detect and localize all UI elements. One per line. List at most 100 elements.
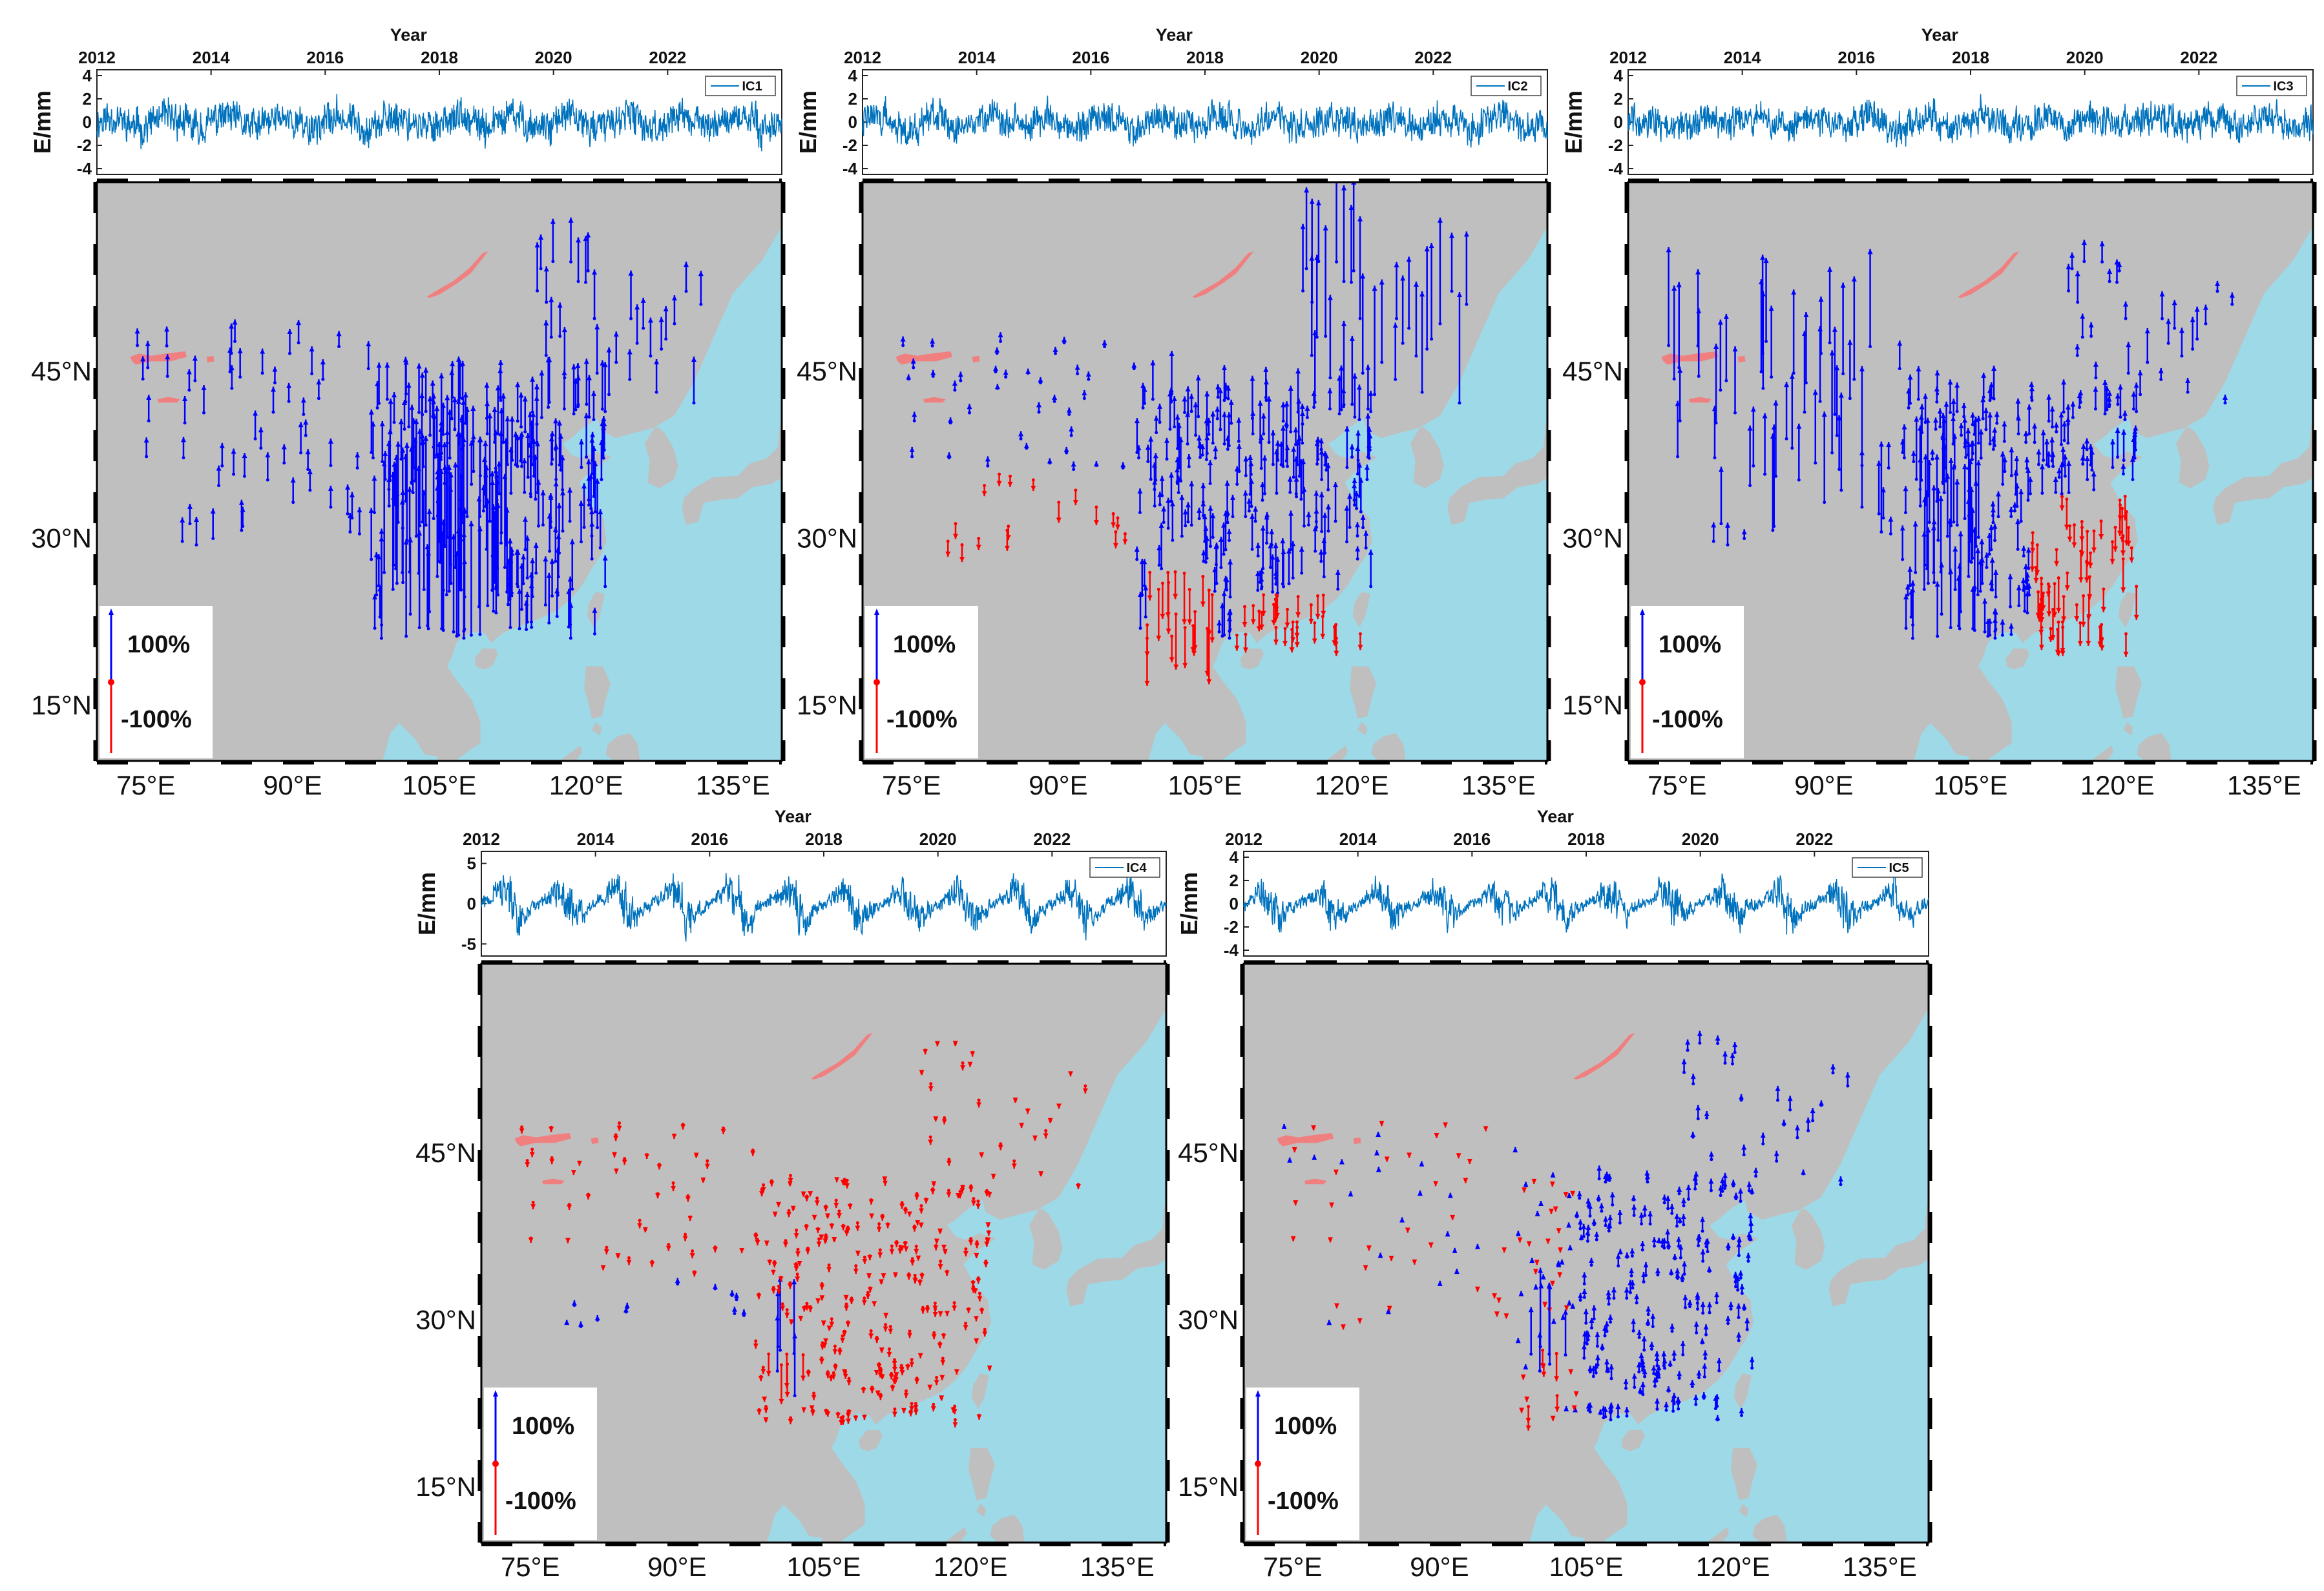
vector-positive (1262, 455, 1268, 495)
vector-positive (613, 331, 619, 364)
vector-positive (192, 355, 198, 382)
vector-positive (1137, 488, 1143, 514)
vector-positive (1916, 366, 1921, 401)
ts-ytick-label: -2 (1224, 917, 1239, 937)
vector-negative (1556, 1228, 1562, 1234)
vector-negative (795, 1273, 801, 1282)
vector-positive (1737, 1236, 1743, 1244)
vector-negative (879, 1374, 885, 1380)
vector-negative (985, 1222, 991, 1228)
vector-negative (1250, 604, 1256, 625)
vector-positive (1284, 421, 1290, 463)
vector-positive (1738, 1270, 1744, 1280)
vector-positive (1518, 1291, 1524, 1296)
station-vectors (1281, 1030, 1850, 1431)
ts-xtick-label: 2018 (1567, 829, 1605, 849)
vector-positive (497, 368, 503, 399)
vector-negative (861, 1386, 866, 1393)
vector-negative (941, 1116, 947, 1125)
vector-negative (1333, 623, 1339, 647)
vector-positive (1952, 546, 1958, 592)
vector-negative (2123, 632, 2129, 657)
vector-positive (571, 364, 577, 416)
vector-negative (1357, 1318, 1363, 1324)
vector-positive (1385, 1309, 1391, 1315)
ts-ytick-label: -4 (1224, 941, 1239, 960)
vector-negative (1284, 607, 1290, 628)
vector-negative (649, 1260, 655, 1267)
ts-ytick-label: 4 (1230, 847, 1239, 867)
vector-positive (1617, 1249, 1623, 1255)
vector-negative (824, 1213, 830, 1219)
panel-svg-ic1: 2012 2014 2016 2018 2020 2022Year420-2-4E/mmI… (29, 25, 786, 800)
vector-positive (281, 444, 287, 465)
vector-positive (1642, 1205, 1648, 1218)
vector-negative (906, 1211, 912, 1217)
vector-negative (960, 1184, 966, 1191)
time-series-ic3: 2012 2014 2016 2018 2020 2022Year420-2-4E/mmI… (1560, 25, 2314, 178)
vector-negative (931, 1181, 937, 1187)
vector-negative (823, 1233, 829, 1242)
vector-positive (1226, 412, 1232, 448)
vector-positive (1598, 1203, 1604, 1213)
vector-positive (1333, 482, 1339, 523)
vector-positive (1607, 1407, 1613, 1422)
vector-positive (434, 406, 440, 457)
scale-label-negative: -100% (886, 706, 958, 733)
vector-positive (1651, 1365, 1657, 1375)
vector-positive (1969, 486, 1974, 564)
ts-xtick-label: 2012 (463, 829, 500, 849)
map-frame (93, 178, 786, 765)
vector-positive (1818, 1100, 1824, 1107)
vector-positive (1984, 552, 1989, 570)
vector-positive (1312, 526, 1318, 553)
vector-negative (1122, 532, 1128, 545)
vector-positive (1655, 1268, 1660, 1276)
ts-xtick-label: 2014 (577, 829, 614, 849)
vector-positive (368, 508, 374, 561)
vector-positive (164, 326, 170, 348)
vector-negative (680, 1123, 686, 1130)
vector-positive (2190, 317, 2195, 351)
vector-negative (845, 1320, 851, 1327)
vector-negative (1463, 1178, 1469, 1183)
vector-positive (1394, 262, 1399, 320)
ts-legend-label: IC1 (742, 79, 762, 94)
vector-negative (910, 1257, 916, 1266)
vector-positive (2036, 449, 2042, 466)
vector-negative (881, 1273, 886, 1279)
island (944, 1526, 967, 1543)
vector-positive (441, 519, 446, 592)
vector-positive (1912, 521, 1918, 574)
vector-positive (494, 473, 500, 502)
vector-positive (1735, 1276, 1741, 1292)
map-lat-tick: 15°N (415, 1471, 476, 1502)
vector-negative (1502, 1247, 1507, 1253)
vector-positive (549, 296, 554, 339)
vector-negative (693, 1152, 699, 1158)
vector-negative (819, 1234, 824, 1240)
vector-positive (1248, 461, 1254, 476)
vector-positive (1185, 502, 1191, 524)
map-lon-tick: 105°E (1549, 1552, 1624, 1582)
vector-positive (1418, 1191, 1423, 1196)
vector-negative (1388, 1255, 1394, 1261)
ts-axis-title: Year (1921, 25, 1959, 45)
vector-negative (819, 1295, 825, 1301)
vector-negative (892, 1272, 898, 1278)
vector-positive (1300, 224, 1306, 293)
vector-negative (2029, 541, 2035, 572)
map-lon-tick: 90°E (1029, 770, 1088, 800)
scale-legend: 100%-100% (865, 606, 978, 758)
vector-positive (406, 382, 412, 429)
vector-positive (382, 450, 388, 481)
vector-positive (303, 419, 309, 437)
vector-negative (656, 1163, 662, 1170)
vector-positive (1715, 1035, 1721, 1045)
vector-negative (914, 1244, 919, 1254)
vector-positive (165, 354, 171, 379)
vector-positive (1538, 1200, 1544, 1206)
map-lon-tick: 75°E (501, 1552, 560, 1582)
vector-negative (952, 522, 958, 539)
vector-positive (1660, 1238, 1666, 1248)
